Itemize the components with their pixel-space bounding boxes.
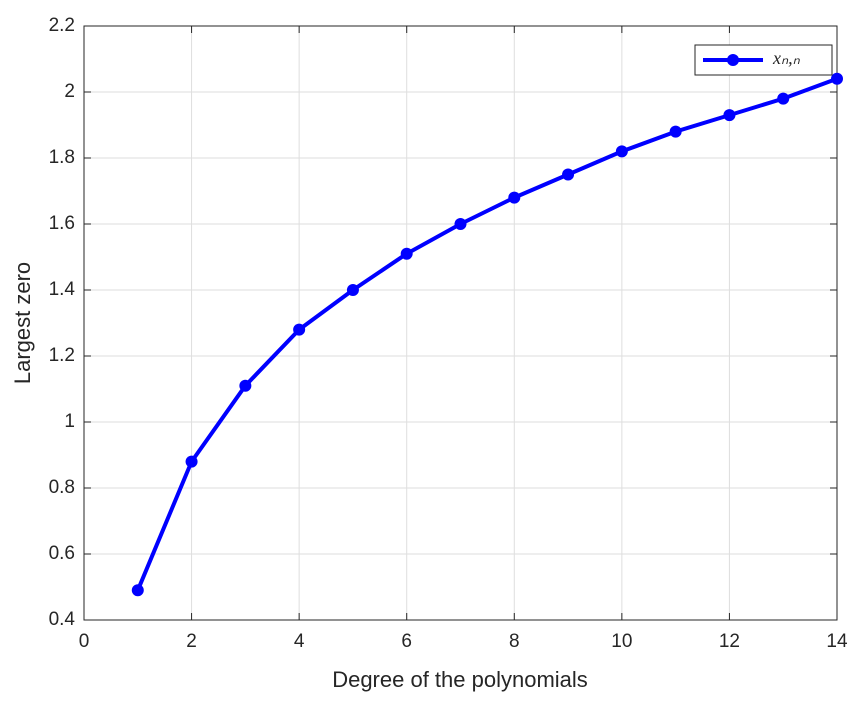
y-tick-label: 2 [64, 81, 75, 102]
data-point [454, 218, 467, 230]
y-axis-label: Largest zero [10, 262, 35, 384]
x-axis-label: Degree of the polynomials [332, 667, 588, 692]
x-tick-label: 10 [611, 631, 632, 652]
x-tick-label: 14 [826, 631, 848, 652]
y-tick-label: 1.2 [49, 345, 75, 366]
y-tick-label: 1.6 [49, 213, 75, 234]
x-tick-label: 4 [294, 631, 305, 652]
data-point [777, 92, 790, 105]
data-point [400, 247, 413, 260]
data-line [135, 76, 838, 592]
y-tick-label: 0.8 [49, 477, 75, 498]
data-point [669, 125, 682, 138]
data-point [831, 72, 843, 85]
y-tick-label: 0.6 [49, 543, 75, 564]
data-point [131, 584, 144, 597]
data-point [346, 284, 359, 296]
x-tick-label: 0 [79, 631, 90, 652]
x-tick-label: 8 [509, 631, 520, 652]
plot-box [83, 25, 838, 621]
data-point [185, 455, 198, 468]
y-tick-label: 1 [64, 411, 75, 432]
y-tick-label: 2.2 [49, 15, 75, 36]
data-point [562, 168, 575, 181]
y-tick-label: 1.8 [49, 147, 75, 168]
data-point [723, 109, 736, 122]
x-tick-label: 6 [401, 631, 412, 652]
x-tick-label: 12 [719, 631, 740, 652]
legend-marker [727, 54, 739, 66]
x-tick-label: 2 [186, 631, 197, 652]
y-tick-label: 1.4 [49, 279, 76, 300]
data-point [615, 145, 628, 158]
legend-label: xₙ,ₙ [772, 48, 801, 68]
data-point [239, 379, 252, 392]
data-point [508, 191, 521, 204]
y-tick-label: 0.4 [49, 609, 76, 630]
data-point [293, 323, 306, 336]
